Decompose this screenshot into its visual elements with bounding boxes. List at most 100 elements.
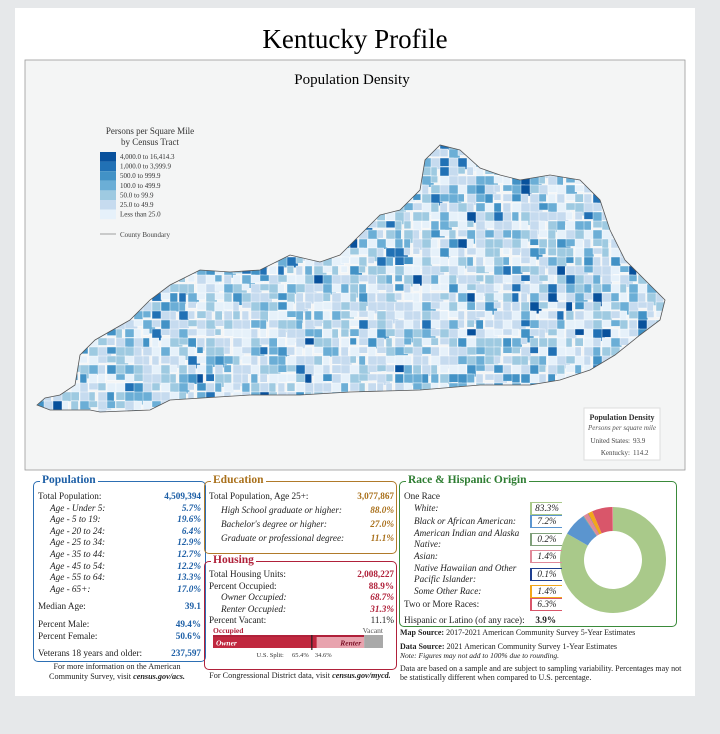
tract xyxy=(556,184,567,196)
tract xyxy=(259,346,268,355)
tract xyxy=(583,292,594,301)
tract xyxy=(160,328,171,336)
tract xyxy=(403,220,412,230)
tract xyxy=(142,328,150,336)
tract xyxy=(385,373,394,382)
tract xyxy=(376,337,385,348)
tract xyxy=(403,337,412,345)
tract xyxy=(601,283,612,293)
tract xyxy=(394,283,405,292)
tract xyxy=(610,274,620,282)
tract xyxy=(268,382,277,394)
tract xyxy=(277,283,285,293)
tract xyxy=(376,346,388,354)
tract xyxy=(61,391,72,402)
tract xyxy=(637,301,649,309)
value: 49.4% xyxy=(175,618,201,629)
footnote: For Congressional District data, visit c… xyxy=(200,671,400,681)
tract xyxy=(601,274,613,286)
tract xyxy=(574,256,583,266)
value: 3,077,867 xyxy=(357,491,394,501)
donut-segment xyxy=(592,507,613,534)
tract xyxy=(466,238,474,250)
housing-bar: Occupied Vacant Owner Renter U.S. Split: 65.4… xyxy=(213,626,384,659)
tract xyxy=(214,310,223,321)
tract xyxy=(124,373,135,383)
tract xyxy=(493,193,502,201)
row: Age - 35 to 44: 12.7% xyxy=(38,549,201,561)
tract xyxy=(511,256,521,266)
tract xyxy=(286,310,297,318)
tract xyxy=(511,310,523,321)
value: 4,509,394 xyxy=(164,491,201,501)
tract xyxy=(502,346,514,354)
tract xyxy=(187,319,198,327)
tract xyxy=(556,193,565,204)
tract xyxy=(223,319,233,331)
tract xyxy=(565,337,573,348)
row: Age - 45 to 54: 12.2% xyxy=(38,561,201,573)
tract xyxy=(592,337,602,348)
tract xyxy=(502,328,514,336)
legend-swatch xyxy=(100,180,116,191)
tract xyxy=(403,346,415,354)
sources: Map Source: 2017-2021 American Community… xyxy=(400,628,685,683)
tract xyxy=(241,346,252,354)
tract xyxy=(430,166,438,177)
value: 2,008,227 xyxy=(357,569,394,579)
row: High School graduate or higher: 88.0% xyxy=(209,503,394,517)
tract xyxy=(331,337,340,349)
tract xyxy=(286,274,297,284)
tract xyxy=(538,238,548,249)
tract xyxy=(511,193,522,202)
tract xyxy=(151,310,163,320)
legend: 4,000.0 to 16,414.3 1,000.0 to 3,999.9500… xyxy=(100,152,175,220)
tract xyxy=(403,382,413,391)
tract xyxy=(385,283,394,294)
tract xyxy=(520,238,529,249)
source-text: 2017-2021 American Community Survey 5-Ye… xyxy=(446,628,636,637)
tract xyxy=(484,220,495,229)
tract xyxy=(196,364,207,374)
legend-swatch xyxy=(100,171,116,181)
us-split-value: 65.4% xyxy=(292,652,309,659)
value: 31.3% xyxy=(370,603,394,614)
donut-segment xyxy=(583,513,600,536)
row: Hispanic or Latino (of any race): 3.9% xyxy=(404,615,556,627)
tract xyxy=(259,283,270,291)
tract xyxy=(142,355,150,366)
row: Some Other Race: 1.4% xyxy=(404,585,674,598)
legend-boundary: County Boundary xyxy=(120,231,170,239)
tract xyxy=(340,292,351,303)
tract xyxy=(79,382,89,393)
tract xyxy=(286,346,295,356)
tract xyxy=(340,265,348,273)
tract xyxy=(268,337,278,348)
tract xyxy=(187,382,195,391)
label: Native Hawaiian and Other Pacific Island… xyxy=(414,563,517,584)
tract xyxy=(331,346,339,358)
value: 0.2% xyxy=(530,532,562,546)
tract xyxy=(223,346,231,355)
tract xyxy=(448,229,457,240)
tract xyxy=(376,247,384,258)
tract xyxy=(430,238,438,250)
tract xyxy=(187,328,199,336)
value: 12.7% xyxy=(177,548,201,559)
tract xyxy=(538,274,549,282)
row: Percent Vacant: 11.1% xyxy=(209,615,394,627)
row: Two or More Races: 6.3% xyxy=(404,598,674,611)
footnote: For more information on the American Com… xyxy=(36,662,198,681)
tract xyxy=(529,337,539,349)
link[interactable]: census.gov/mycd. xyxy=(332,671,391,680)
tract xyxy=(601,301,611,312)
link[interactable]: census.gov/acs. xyxy=(133,671,185,681)
tract xyxy=(493,292,504,301)
inset-label: Kentucky: xyxy=(601,449,630,457)
tract xyxy=(619,337,629,346)
label: Age - 55 to 64: xyxy=(50,572,106,583)
label: High School graduate or higher: xyxy=(221,504,342,515)
section-title: Population xyxy=(40,474,98,486)
tract xyxy=(322,319,333,330)
